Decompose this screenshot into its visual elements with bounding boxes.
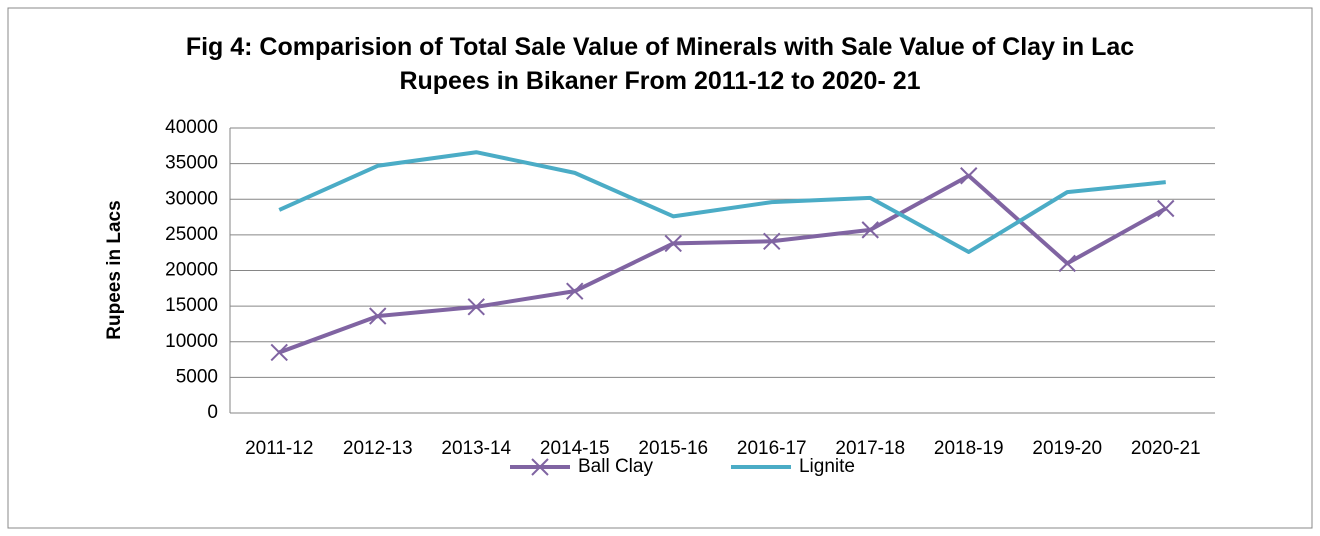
y-tick-label: 15000 bbox=[165, 295, 218, 316]
marker bbox=[960, 167, 978, 185]
x-tick-label: 2013-14 bbox=[441, 438, 511, 459]
y-tick-label: 20000 bbox=[165, 260, 218, 281]
marker bbox=[467, 298, 485, 316]
x-tick-label: 2018-19 bbox=[934, 438, 1004, 459]
legend-label: Ball Clay bbox=[578, 456, 653, 477]
marker bbox=[664, 234, 682, 253]
chart-border bbox=[7, 7, 1313, 529]
y-tick-label: 5000 bbox=[176, 366, 218, 387]
marker bbox=[369, 307, 387, 325]
x-tick-label: 2016-17 bbox=[737, 438, 807, 459]
x-tick-label: 2019-20 bbox=[1032, 438, 1102, 459]
y-tick-label: 10000 bbox=[165, 331, 218, 352]
line-series bbox=[278, 150, 1166, 254]
marker bbox=[566, 282, 584, 300]
y-tick-label: 25000 bbox=[165, 224, 218, 245]
x-tick-label: 2014-15 bbox=[540, 438, 610, 459]
marker bbox=[1157, 199, 1175, 218]
legend-marker bbox=[531, 458, 549, 476]
y-tick-label: 35000 bbox=[165, 153, 218, 174]
x-tick-label: 2011-12 bbox=[245, 438, 313, 459]
legend-label: Lignite bbox=[799, 456, 855, 477]
marker bbox=[270, 343, 288, 362]
y-tick-label: 0 bbox=[207, 402, 218, 423]
marker bbox=[861, 221, 879, 239]
marker bbox=[1058, 254, 1076, 273]
chart-title: Fig 4: Comparision of Total Sale Value o… bbox=[185, 33, 1135, 95]
x-tick-label: 2012-13 bbox=[343, 438, 413, 459]
x-tick-label: 2020-21 bbox=[1131, 438, 1201, 459]
y-tick-label: 30000 bbox=[165, 188, 218, 209]
y-axis-label: Rupees in Lacs bbox=[104, 200, 125, 339]
marker bbox=[763, 232, 781, 250]
x-tick-label: 2015-16 bbox=[638, 438, 708, 459]
x-tick-label: 2017-18 bbox=[835, 438, 905, 459]
line-series bbox=[278, 173, 1167, 355]
y-tick-label: 40000 bbox=[165, 117, 218, 138]
